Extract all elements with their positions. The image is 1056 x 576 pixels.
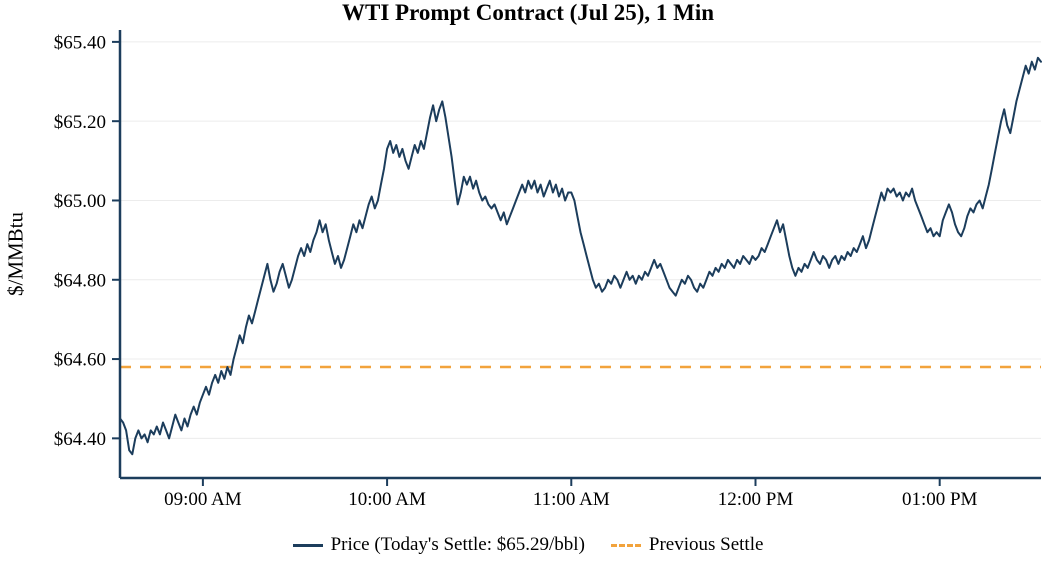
x-tick-label: 12:00 PM (718, 489, 794, 510)
previous-settle-swatch-icon (610, 543, 641, 547)
y-tick-label: $65.00 (54, 191, 106, 212)
y-tick-label: $65.40 (54, 33, 106, 54)
y-tick-label: $64.40 (54, 429, 106, 450)
chart-title: WTI Prompt Contract (Jul 25), 1 Min (341, 0, 715, 25)
x-tick-label: 09:00 AM (164, 489, 242, 510)
legend-label-previous-settle: Previous Settle (648, 534, 764, 555)
price-line (119, 56, 1042, 456)
legend-item-previous-settle: Previous Settle (610, 534, 764, 556)
x-tick-label: 11:00 AM (533, 489, 610, 510)
x-tick-label: 01:00 PM (902, 489, 978, 510)
legend-item-price: Price (Today's Settle: $65.29/bbl) (292, 534, 585, 556)
y-tick-label: $65.20 (54, 112, 106, 133)
y-tick-label: $64.80 (54, 270, 106, 291)
x-tick-label: 10:00 AM (348, 489, 426, 510)
y-tick-label: $64.60 (54, 350, 106, 371)
price-line-swatch-icon (292, 543, 323, 547)
chart-legend: Price (Today's Settle: $65.29/bbl) Previ… (0, 534, 1056, 556)
legend-label-price: Price (Today's Settle: $65.29/bbl) (330, 534, 585, 555)
